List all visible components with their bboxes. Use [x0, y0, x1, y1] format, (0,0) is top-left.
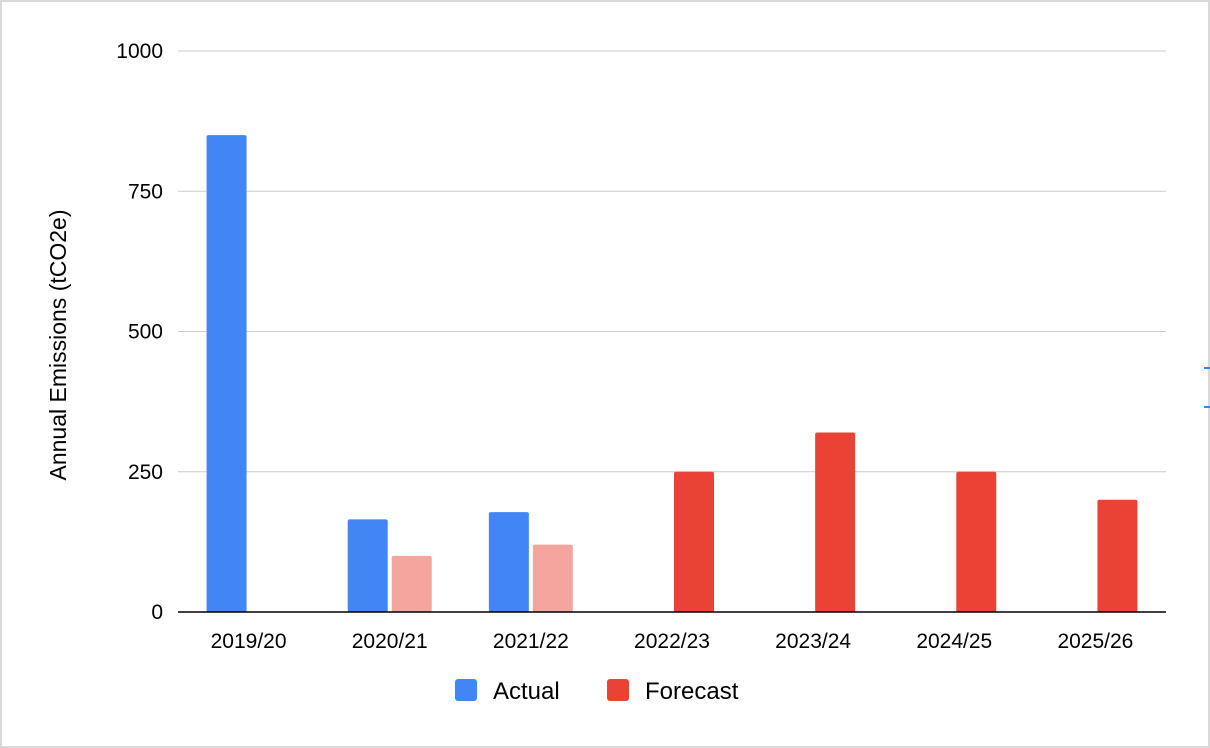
- legend-label: Forecast: [645, 678, 739, 705]
- x-tick-label: 2019/20: [211, 630, 287, 653]
- y-tick-label: 1000: [116, 40, 163, 63]
- x-tick-label: 2020/21: [352, 630, 428, 653]
- bar-forecast: [532, 544, 573, 612]
- y-axis-title: Annual Emissions (tCO2e): [45, 210, 71, 481]
- x-tick-label: 2024/25: [916, 630, 992, 653]
- y-tick-label: 500: [128, 321, 163, 344]
- y-tick-label: 750: [128, 180, 163, 203]
- bar-actual: [347, 519, 388, 612]
- bar-forecast: [956, 471, 997, 612]
- y-tick-label: 250: [128, 461, 163, 484]
- legend-label: Actual: [493, 678, 560, 705]
- x-tick-label: 2021/22: [493, 630, 569, 653]
- x-tick-label: 2025/26: [1057, 630, 1133, 653]
- bar-actual: [488, 512, 529, 612]
- legend-swatch: [607, 679, 629, 701]
- bar-forecast: [674, 471, 714, 612]
- bars: [206, 135, 1138, 612]
- x-tick-label: 2023/24: [775, 630, 851, 653]
- bar-forecast: [1097, 499, 1138, 612]
- legend: Actual Forecast: [455, 678, 739, 705]
- y-tick-label: 0: [151, 601, 163, 624]
- side-marker: [1204, 367, 1210, 369]
- x-tick-label: 2022/23: [634, 630, 710, 653]
- y-tick-labels: 0 250 500 750 1000: [116, 40, 163, 624]
- x-tick-labels: 2019/20 2020/21 2021/22 2022/23 2023/24 2024/…: [211, 630, 1134, 653]
- bar-actual: [206, 135, 247, 612]
- bar-forecast: [391, 555, 432, 612]
- side-marker: [1204, 406, 1210, 408]
- bar-forecast: [815, 432, 856, 612]
- gridlines: [178, 50, 1166, 473]
- legend-swatch: [455, 679, 477, 701]
